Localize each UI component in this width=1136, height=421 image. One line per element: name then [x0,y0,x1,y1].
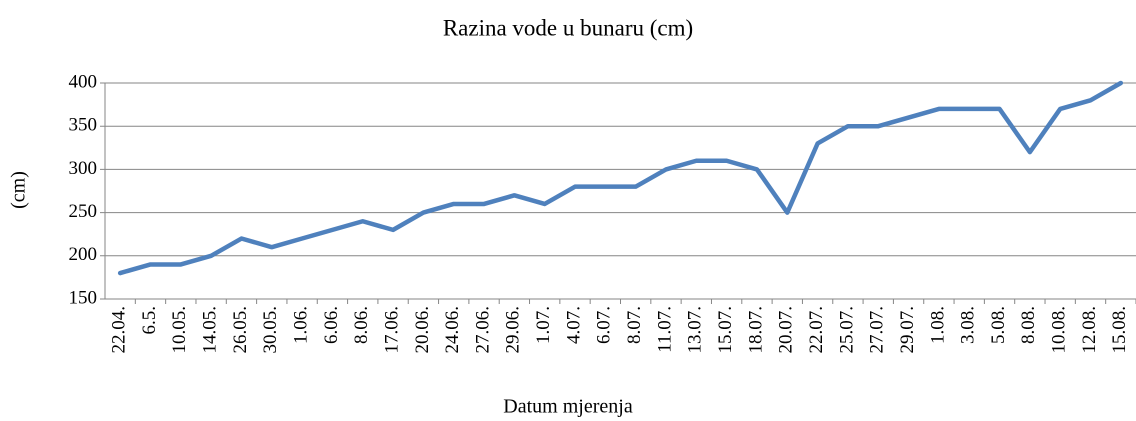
x-axis-title: Datum mjerenja [503,396,633,418]
y-tick-label: 350 [69,115,98,136]
x-tick-label: 29.07. [897,306,918,354]
x-tick-label: 8.07. [624,306,645,344]
x-tick-label: 3.08. [958,306,979,344]
x-tick-label: 26.05. [230,306,251,354]
x-tick-label: 20.06. [412,306,433,354]
x-tick-label: 1.07. [533,306,554,344]
x-tick-label: 17.06. [381,306,402,354]
x-tick-label: 6.07. [594,306,615,344]
x-tick-label: 1.06. [290,306,311,344]
x-tick-label: 6.06. [321,306,342,344]
y-tick-label: 400 [69,71,98,92]
x-tick-label: 24.06. [442,306,463,354]
x-tick-label: 10.08. [1049,306,1070,354]
x-tick-label: 20.07. [776,306,797,354]
y-tick-label: 200 [69,244,98,265]
x-tick-label: 5.08. [988,306,1009,344]
x-tick-label: 29.06. [503,306,524,354]
x-tick-label: 4.07. [563,306,584,344]
x-tick-label: 8.06. [351,306,372,344]
x-tick-label: 22.04. [109,306,130,354]
x-tick-label: 10.05. [169,306,190,354]
x-tick-label: 18.07. [745,306,766,354]
x-tick-label: 1.08. [927,306,948,344]
x-tick-label: 30.05. [260,306,281,354]
x-tick-label: 15.07. [715,306,736,354]
x-tick-label: 6.5. [139,306,160,335]
x-tick-label: 25.07. [836,306,857,354]
x-tick-label: 15.08. [1109,306,1130,354]
x-tick-label: 12.08. [1079,306,1100,354]
x-tick-label: 14.05. [199,306,220,354]
x-tick-label: 27.06. [472,306,493,354]
data-line [117,80,1124,276]
x-tick-label: 27.07. [867,306,888,354]
y-axis-title: (cm) [8,171,30,209]
chart-title: Razina vode u bunaru (cm) [443,15,693,40]
x-tick-label: 8.08. [1018,306,1039,344]
y-tick-label: 250 [69,201,98,222]
x-tick-label: 13.07. [685,306,706,354]
x-tick-label: 22.07. [806,306,827,354]
x-tick-label: 11.07. [654,306,675,353]
y-tick-label: 150 [69,287,98,308]
y-tick-label: 300 [69,158,98,179]
